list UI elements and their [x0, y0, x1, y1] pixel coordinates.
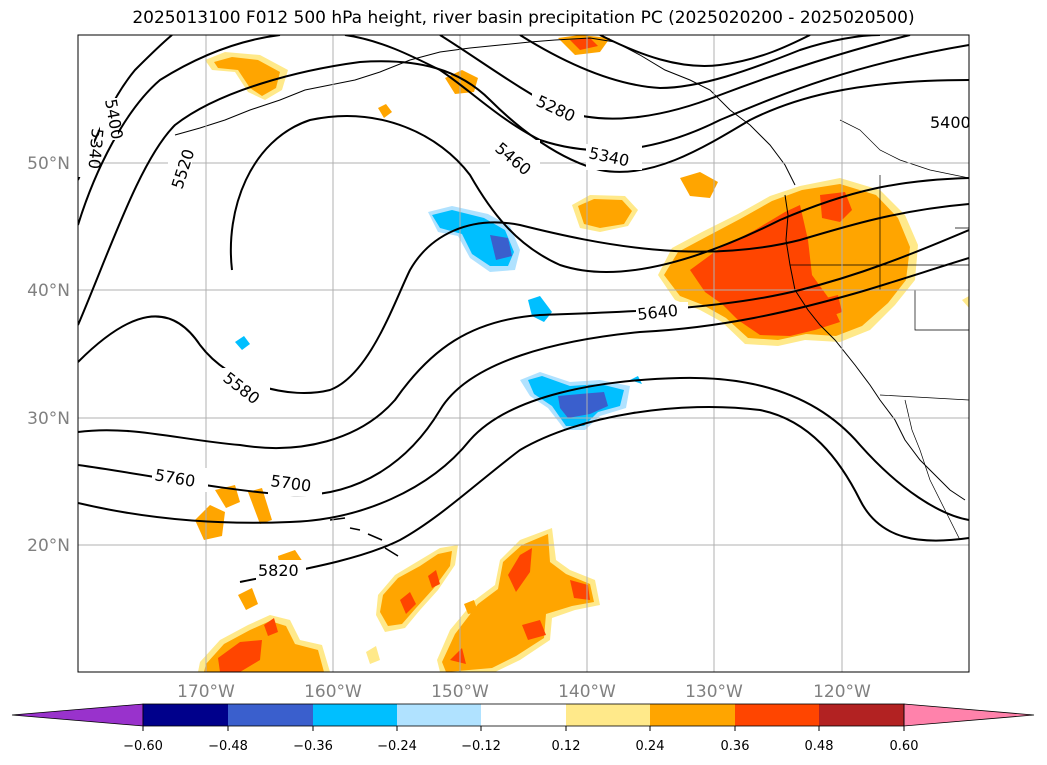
colorbar-tick: 0.60	[890, 739, 919, 754]
contour-labels: 5400 5340 5520 5460 5280 5340 5400 5640 …	[78, 91, 971, 582]
height-contours	[78, 35, 969, 583]
colorbar-segment	[566, 704, 650, 726]
colorbar-tick: 0.12	[552, 739, 581, 754]
colorbar-segment	[143, 704, 228, 726]
colorbar-segment	[397, 704, 481, 726]
map-content: 5400 5340 5520 5460 5280 5340 5400 5640 …	[78, 35, 971, 672]
colorbar-tick: 0.24	[636, 739, 665, 754]
lon-label-130w: 130°W	[685, 682, 743, 702]
lat-label-20n: 20°N	[27, 536, 70, 556]
longitude-labels: 170°W 160°W 150°W 140°W 130°W 120°W	[177, 682, 871, 702]
contour-label-5400-right: 5400	[930, 113, 971, 132]
colorbar-segment	[650, 704, 735, 726]
contour-label-5820: 5820	[258, 561, 299, 580]
colorbar-extend-low	[11, 703, 144, 727]
map-frame	[77, 34, 970, 673]
map-title: 2025013100 F012 500 hPa height, river ba…	[132, 8, 915, 28]
colorbar-segment	[313, 704, 397, 726]
lon-label-170w: 170°W	[177, 682, 235, 702]
coastlines	[174, 37, 969, 557]
lon-label-160w: 160°W	[304, 682, 362, 702]
lon-label-120w: 120°W	[813, 682, 871, 702]
lat-label-30n: 30°N	[27, 409, 70, 429]
lat-label-40n: 40°N	[27, 281, 70, 301]
gridlines	[78, 35, 969, 672]
colorbar-tick: −0.48	[208, 739, 248, 754]
latitude-labels: 20°N 30°N 40°N 50°N	[27, 154, 70, 556]
colorbar-segment	[481, 704, 566, 726]
colorbar: −0.60 −0.48 −0.36 −0.24 −0.12 0.12 0.24 …	[11, 703, 1035, 754]
colorbar-tick: −0.60	[123, 739, 163, 754]
colorbar-tick: −0.36	[293, 739, 333, 754]
colorbar-tick: 0.48	[805, 739, 834, 754]
lon-label-140w: 140°W	[558, 682, 616, 702]
colorbar-segment	[735, 704, 819, 726]
lat-label-50n: 50°N	[27, 154, 70, 174]
lon-label-150w: 150°W	[431, 682, 489, 702]
colorbar-segment	[228, 704, 313, 726]
contour-label-5640: 5640	[636, 301, 678, 324]
colorbar-tick: −0.12	[461, 739, 501, 754]
colorbar-tick: 0.36	[721, 739, 750, 754]
colorbar-extend-high	[903, 703, 1035, 727]
colorbar-tick: −0.24	[377, 739, 417, 754]
colorbar-segment	[819, 704, 904, 726]
contour-label-5340-left: 5340	[84, 128, 106, 170]
